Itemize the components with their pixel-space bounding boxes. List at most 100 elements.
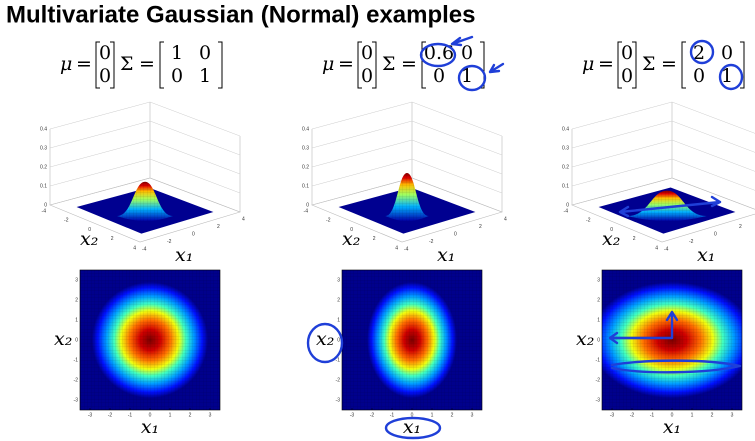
z-tick-label: 0.2: [40, 164, 47, 170]
z-tick-label: 0.3: [562, 145, 569, 151]
sigma-symbol: Σ: [382, 53, 395, 75]
x1-tick-label: 2: [217, 224, 220, 230]
y-tick-label: 0: [75, 337, 78, 343]
x-tick-label: 2: [711, 412, 714, 418]
z-tick-label: 0.1: [40, 183, 47, 189]
x-tick-label: -2: [630, 412, 635, 418]
grid-line: [311, 120, 503, 156]
x2-tick-label: 2: [373, 236, 376, 242]
mu-entry: 0: [621, 65, 633, 87]
y-tick-label: 0: [597, 337, 600, 343]
panels: μ = 00Σ = 1 00 100.10.20.30.4-4-4-2-2002244x₂x…: [40, 41, 755, 438]
x1-axis-label: x₁: [175, 244, 193, 266]
x2-tick-label: 2: [633, 236, 636, 242]
equals: =: [661, 53, 677, 75]
x2-tick-label: 4: [395, 245, 398, 251]
x-tick-label: -3: [350, 412, 355, 418]
x2-tick-label: -2: [64, 218, 69, 224]
x1-tick-label: -2: [429, 239, 434, 245]
x1-tick-label: -4: [404, 246, 409, 252]
sigma-entry: 0.6: [424, 42, 454, 64]
x-tick-label: 0: [671, 412, 674, 418]
y-tick-label: 2: [75, 297, 78, 303]
x2-tick-label: -4: [304, 208, 309, 214]
x2-axis-label: x₂: [316, 328, 334, 350]
x1-axis-label: x₁: [403, 416, 421, 438]
x1-tick-label: -2: [167, 239, 172, 245]
x-tick-label: 3: [209, 412, 212, 418]
sigma-entry: 0: [199, 42, 211, 64]
x-tick-label: 0: [411, 412, 414, 418]
mu-symbol: μ: [582, 53, 594, 75]
annotation-circle: [306, 322, 344, 364]
bracket: [357, 41, 362, 89]
bracket: [110, 41, 115, 89]
x1-tick-label: 0: [714, 231, 717, 237]
surface-mesh: [627, 190, 707, 221]
y-tick-label: -3: [336, 397, 341, 403]
bracket: [95, 41, 100, 89]
equals: =: [598, 53, 614, 75]
grid-line: [311, 101, 503, 137]
heatmap: -3 -3 -2 -2 -1 -1 0 0 1 1 2 2 3 3 x₂ x₁: [576, 269, 743, 438]
x2-axis-label: x₂: [576, 328, 594, 350]
bracket: [159, 41, 164, 89]
x2-tick-label: 0: [610, 227, 613, 233]
x1-tick-label: -4: [142, 246, 147, 252]
x2-axis-label: x₂: [602, 228, 620, 250]
x1-axis-label: x₁: [697, 244, 715, 266]
sigma-entry: 0: [433, 65, 445, 87]
x2-tick-label: -2: [326, 218, 331, 224]
grid-line: [49, 158, 241, 194]
y-tick-label: -2: [596, 377, 601, 383]
mu-entry: 0: [361, 65, 373, 87]
sigma-entry: 0: [721, 42, 733, 64]
x-tick-label: 3: [731, 412, 734, 418]
x-tick-label: 0: [149, 412, 152, 418]
annotations: [306, 35, 744, 440]
grid-line: [571, 101, 755, 134]
x1-axis-label: x₁: [437, 244, 455, 266]
y-tick-label: -1: [74, 357, 79, 363]
y-tick-label: -2: [336, 377, 341, 383]
mesh: [602, 270, 742, 410]
y-tick-label: -1: [596, 357, 601, 363]
x-tick-label: -3: [88, 412, 93, 418]
x-tick-label: 2: [189, 412, 192, 418]
y-tick-label: -2: [74, 377, 79, 383]
bracket: [681, 41, 686, 89]
y-tick-label: 1: [597, 317, 600, 323]
floor: [49, 177, 241, 243]
z-tick-label: 0.4: [302, 126, 309, 132]
sigma-entry: 2: [693, 42, 705, 64]
x-tick-label: 3: [471, 412, 474, 418]
x-tick-label: -3: [610, 412, 615, 418]
mu-entry: 0: [621, 42, 633, 64]
annotation-circle: [689, 39, 715, 65]
bracket: [740, 41, 745, 89]
x-tick-label: -1: [128, 412, 133, 418]
x2-tick-label: 4: [655, 245, 658, 251]
z-tick-label: 0.3: [302, 145, 309, 151]
x2-tick-label: 4: [133, 245, 136, 251]
sigma-entry: 0: [693, 65, 705, 87]
x1-axis-label: x₁: [663, 416, 681, 438]
z-tick-label: 0: [44, 202, 47, 208]
annotation-circle: [457, 64, 487, 92]
annotation-arrow: [488, 62, 505, 74]
annotation-circle: [384, 416, 442, 440]
y-tick-label: -3: [596, 397, 601, 403]
x2-axis-label: x₂: [80, 228, 98, 250]
x-tick-label: -2: [108, 412, 113, 418]
x-tick-label: 1: [431, 412, 434, 418]
z-tick-label: 0: [566, 202, 569, 208]
y-tick-label: 3: [337, 277, 340, 283]
annotation-arrow: [608, 310, 679, 345]
annotation-arrow: [618, 195, 722, 218]
grid-line: [49, 101, 241, 137]
z-tick-label: 0.4: [40, 126, 47, 132]
equals: =: [401, 53, 417, 75]
